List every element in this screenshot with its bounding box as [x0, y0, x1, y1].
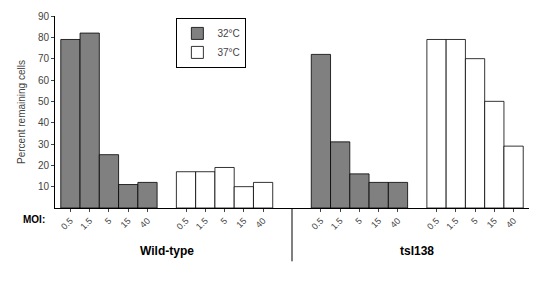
svg-text:5: 5 [219, 216, 230, 227]
svg-text:15: 15 [234, 216, 248, 230]
svg-text:0.5: 0.5 [59, 216, 75, 232]
svg-text:0.5: 0.5 [310, 216, 326, 232]
svg-text:60: 60 [38, 75, 50, 86]
svg-text:40: 40 [254, 216, 268, 230]
svg-text:15: 15 [369, 216, 383, 230]
svg-text:1.5: 1.5 [444, 216, 460, 232]
svg-text:MOI:: MOI: [23, 214, 45, 225]
svg-text:20: 20 [38, 160, 50, 171]
svg-text:1.5: 1.5 [329, 216, 345, 232]
svg-text:70: 70 [38, 53, 50, 64]
svg-text:1.5: 1.5 [194, 216, 210, 232]
svg-text:1.5: 1.5 [78, 216, 94, 232]
svg-text:32°C: 32°C [217, 28, 239, 39]
svg-text:10: 10 [38, 181, 50, 192]
svg-text:5: 5 [103, 216, 114, 227]
svg-text:15: 15 [485, 216, 499, 230]
svg-text:0.5: 0.5 [425, 216, 441, 232]
svg-text:40: 40 [504, 216, 518, 230]
svg-text:40: 40 [138, 216, 152, 230]
svg-text:30: 30 [38, 139, 50, 150]
svg-text:tsI138: tsI138 [400, 244, 434, 258]
svg-text:Wild-type: Wild-type [140, 244, 194, 258]
svg-text:15: 15 [119, 216, 133, 230]
svg-text:40: 40 [388, 216, 402, 230]
svg-text:80: 80 [38, 32, 50, 43]
svg-text:37°C: 37°C [217, 47, 239, 58]
svg-text:5: 5 [469, 216, 480, 227]
svg-text:0.5: 0.5 [175, 216, 191, 232]
svg-text:50: 50 [38, 96, 50, 107]
svg-text:Percent remaining cells: Percent remaining cells [16, 60, 27, 164]
svg-text:90: 90 [38, 11, 50, 22]
svg-text:5: 5 [353, 216, 364, 227]
svg-text:40: 40 [38, 117, 50, 128]
